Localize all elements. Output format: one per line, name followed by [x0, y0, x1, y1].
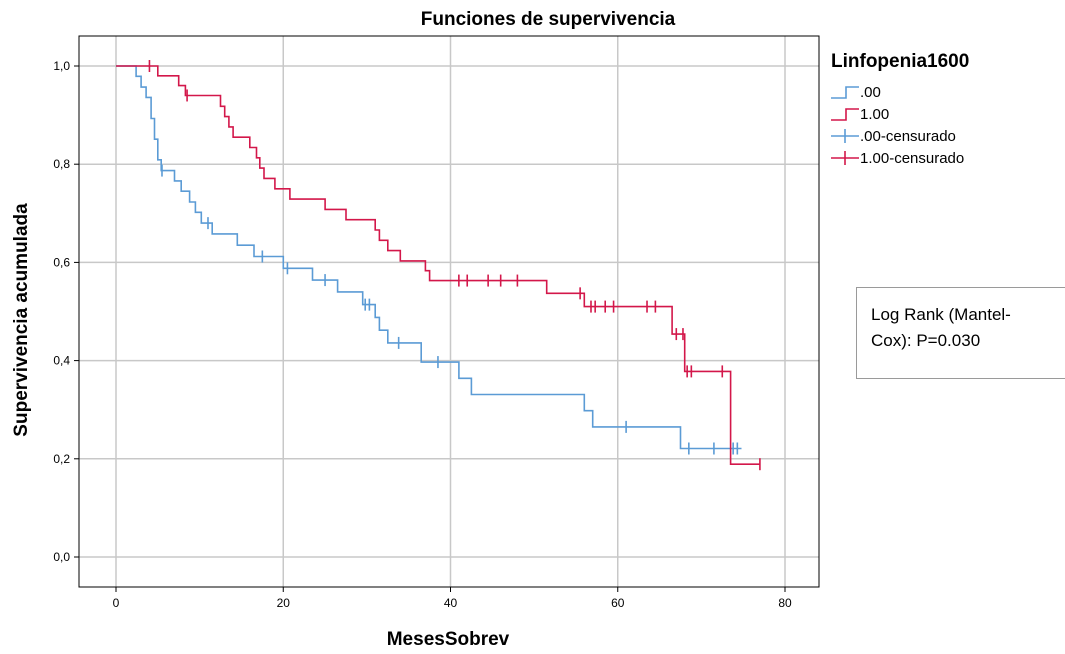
log-rank-annotation: Log Rank (Mantel- Cox): P=0.030: [856, 287, 1065, 379]
survival-line-series-0: [116, 65, 742, 450]
legend-entry-0: .00: [831, 84, 881, 101]
x-tick-label: 60: [611, 596, 625, 610]
y-tick-label: 0,6: [53, 255, 70, 269]
legend-swatch: [831, 86, 859, 99]
y-tick-label: 0,4: [53, 354, 70, 368]
legend-entry-2: .00-censurado: [831, 128, 956, 145]
legend-entry-3: 1.00-censurado: [831, 150, 964, 167]
plot-frame: [78, 35, 820, 588]
legend-entry-1: 1.00: [831, 106, 889, 123]
y-tick-label: 0,8: [53, 157, 70, 171]
series-layer: [116, 60, 761, 471]
y-axis-label: Supervivencia acumulada: [11, 203, 32, 437]
legend-label: 1.00: [860, 106, 889, 123]
legend: Linfopenia1600 .00 1.00 .00-censurado 1.00-…: [831, 51, 969, 167]
x-tick-label: 20: [277, 596, 291, 610]
y-tick-label: 1,0: [53, 59, 70, 73]
x-tick-label: 40: [444, 596, 458, 610]
x-tick-label: 0: [113, 596, 120, 610]
annotation-line-2: Cox): P=0.030: [871, 331, 981, 350]
legend-label: 1.00-censurado: [860, 150, 964, 167]
legend-title: Linfopenia1600: [831, 51, 969, 72]
grid: [79, 36, 819, 587]
x-axis-label: MesesSobrev: [387, 629, 510, 650]
axis-ticks: 0 20 40 60 80 0,0 0,2 0,4 0,6 0,8 1,0: [53, 59, 792, 610]
legend-label: .00-censurado: [860, 128, 956, 145]
y-tick-label: 0,0: [53, 550, 70, 564]
y-tick-label: 0,2: [53, 452, 70, 466]
x-tick-label: 80: [778, 596, 792, 610]
chart-title: Funciones de supervivencia: [421, 9, 676, 30]
survival-line-series-1: [116, 65, 760, 465]
legend-swatch: [831, 108, 859, 121]
annotation-line-1: Log Rank (Mantel-: [871, 305, 1011, 324]
legend-label: .00: [860, 84, 881, 101]
